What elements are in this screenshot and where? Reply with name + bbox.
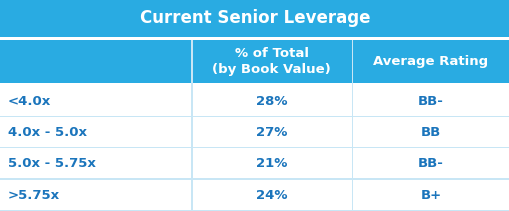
Text: 21%: 21% — [256, 157, 287, 170]
Text: 28%: 28% — [256, 95, 287, 108]
Text: 27%: 27% — [256, 126, 287, 139]
Bar — [0, 180, 509, 211]
Bar — [351, 40, 509, 83]
Text: % of Total
(by Book Value): % of Total (by Book Value) — [212, 47, 330, 76]
Bar — [0, 117, 509, 148]
Bar — [351, 40, 353, 211]
Bar — [0, 86, 509, 117]
Bar — [0, 116, 509, 117]
Bar — [0, 83, 509, 86]
Bar — [191, 40, 351, 83]
Text: Current Senior Leverage: Current Senior Leverage — [139, 9, 370, 27]
Text: BB: BB — [420, 126, 440, 139]
Bar — [0, 37, 509, 40]
Text: BB-: BB- — [417, 95, 443, 108]
Text: BB-: BB- — [417, 157, 443, 170]
Text: 4.0x - 5.0x: 4.0x - 5.0x — [8, 126, 87, 139]
Bar — [0, 147, 509, 148]
Bar — [0, 148, 509, 180]
Bar — [0, 0, 509, 37]
Bar — [191, 40, 192, 211]
Text: >5.75x: >5.75x — [8, 189, 60, 202]
Text: Average Rating: Average Rating — [373, 55, 488, 68]
Bar — [0, 210, 509, 211]
Bar — [0, 40, 191, 83]
Bar — [0, 178, 509, 180]
Text: 5.0x - 5.75x: 5.0x - 5.75x — [8, 157, 95, 170]
Text: 24%: 24% — [256, 189, 287, 202]
Text: <4.0x: <4.0x — [8, 95, 51, 108]
Text: B+: B+ — [419, 189, 441, 202]
